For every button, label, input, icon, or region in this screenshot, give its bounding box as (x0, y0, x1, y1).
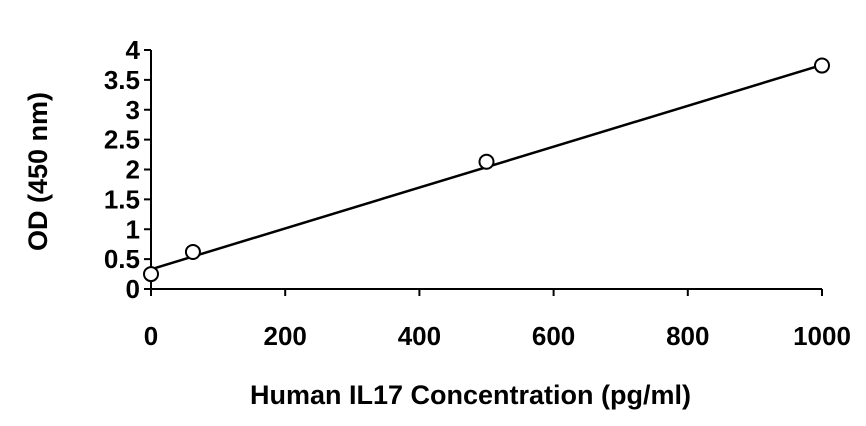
data-point (184, 243, 201, 260)
y-tick-label: 1 (126, 214, 140, 244)
x-tick-label: 800 (666, 321, 709, 351)
x-tick-label: 400 (398, 321, 441, 351)
y-tick-label: 2.5 (104, 125, 140, 155)
y-tick-label: 3 (126, 95, 140, 125)
data-point (814, 57, 830, 74)
data-points (143, 57, 830, 283)
y-tick-label: 2 (126, 155, 140, 185)
axes (144, 49, 823, 296)
data-point (143, 266, 159, 283)
data-point (478, 153, 495, 170)
x-axis-title: Human IL17 Concentration (pg/ml) (250, 380, 691, 410)
y-tick-label: 1.5 (104, 184, 140, 214)
tick-labels: 00.511.522.533.540 200 400 600 800 1000 (104, 35, 851, 351)
x-tick-label: 1000 (793, 321, 851, 351)
x-tick-label: 600 (532, 321, 575, 351)
x-tick-label: 200 (264, 321, 307, 351)
y-tick-label: 3.5 (104, 65, 140, 95)
x-tick-label: 0 (144, 321, 158, 351)
y-tick-label: 0 (126, 274, 140, 304)
y-axis-title: OD (450 nm) (23, 92, 53, 251)
y-tick-label: 0.5 (104, 244, 140, 274)
y-tick-label: 4 (126, 35, 141, 65)
